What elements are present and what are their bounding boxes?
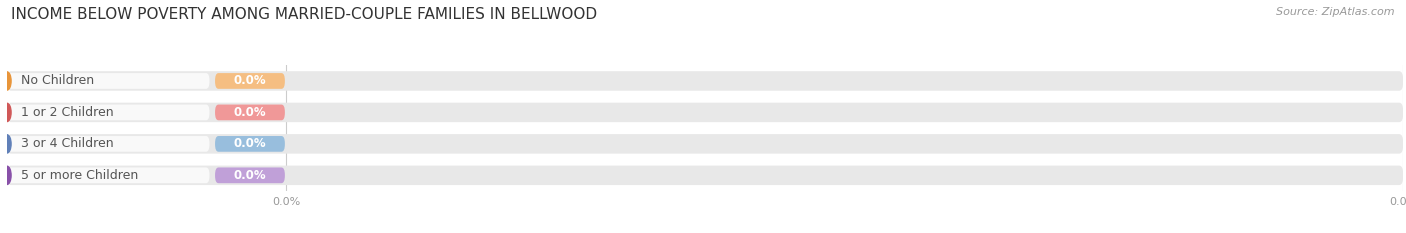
Circle shape: [3, 103, 11, 122]
Text: 5 or more Children: 5 or more Children: [21, 169, 138, 182]
Circle shape: [3, 166, 11, 185]
FancyBboxPatch shape: [215, 168, 285, 183]
FancyBboxPatch shape: [7, 134, 1403, 154]
Circle shape: [3, 72, 11, 90]
Text: INCOME BELOW POVERTY AMONG MARRIED-COUPLE FAMILIES IN BELLWOOD: INCOME BELOW POVERTY AMONG MARRIED-COUPL…: [11, 7, 598, 22]
FancyBboxPatch shape: [215, 73, 285, 89]
FancyBboxPatch shape: [7, 71, 1403, 91]
Text: 0.0%: 0.0%: [233, 169, 266, 182]
Circle shape: [3, 135, 11, 153]
FancyBboxPatch shape: [7, 73, 209, 89]
FancyBboxPatch shape: [7, 136, 209, 152]
Text: 3 or 4 Children: 3 or 4 Children: [21, 137, 114, 150]
Text: No Children: No Children: [21, 75, 94, 87]
FancyBboxPatch shape: [215, 136, 285, 152]
Text: 0.0%: 0.0%: [233, 75, 266, 87]
FancyBboxPatch shape: [7, 105, 209, 120]
Text: Source: ZipAtlas.com: Source: ZipAtlas.com: [1277, 7, 1395, 17]
FancyBboxPatch shape: [7, 103, 1403, 122]
Text: 0.0%: 0.0%: [233, 106, 266, 119]
FancyBboxPatch shape: [215, 105, 285, 120]
Text: 1 or 2 Children: 1 or 2 Children: [21, 106, 114, 119]
FancyBboxPatch shape: [7, 168, 209, 183]
FancyBboxPatch shape: [7, 166, 1403, 185]
Text: 0.0%: 0.0%: [233, 137, 266, 150]
